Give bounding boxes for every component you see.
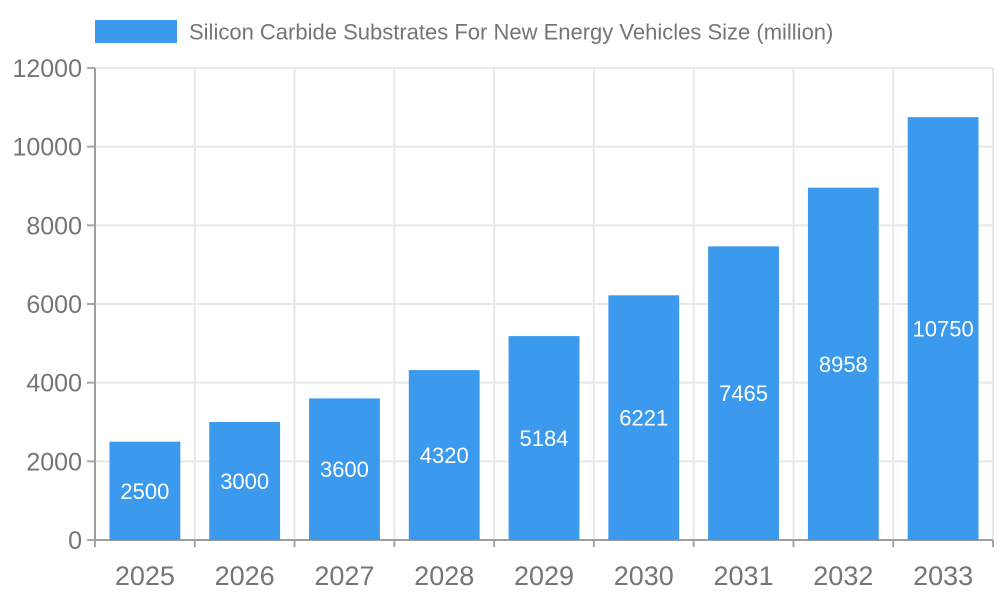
axis-labels: 0 2000 4000 6000 8000 10000 12000 2025 2026 2027 2… — [12, 55, 973, 591]
x-tick-label: 2031 — [714, 561, 774, 591]
bar-value-label: 4320 — [420, 443, 469, 468]
x-tick-label: 2029 — [514, 561, 574, 591]
bar-2031[interactable] — [708, 246, 779, 541]
bar-2025[interactable] — [109, 441, 181, 540]
bar-2033[interactable] — [907, 117, 979, 541]
x-tick-label: 2030 — [614, 561, 674, 591]
x-tick-label: 2033 — [913, 561, 973, 591]
bar-2028[interactable] — [408, 370, 480, 540]
bar-value-label: 2500 — [120, 479, 169, 504]
y-tick-label: 10000 — [12, 134, 82, 162]
y-tick-label: 12000 — [12, 55, 82, 83]
x-tick-label: 2025 — [115, 561, 175, 591]
bar-2030[interactable] — [608, 295, 680, 540]
x-tick-label: 2027 — [314, 561, 374, 591]
bar-value-label: 8958 — [819, 352, 868, 377]
legend[interactable]: Silicon Carbide Substrates For New Energ… — [95, 20, 833, 45]
bar-2032[interactable] — [807, 187, 879, 541]
x-tick-label: 2032 — [813, 561, 873, 591]
y-tick-label: 8000 — [26, 212, 82, 240]
bar-value-label: 3600 — [320, 457, 369, 482]
grid — [95, 67, 994, 540]
bar-2029[interactable] — [508, 336, 580, 540]
y-tick-label: 6000 — [26, 291, 82, 319]
y-tick-label: 4000 — [26, 370, 82, 398]
y-tick-label: 2000 — [26, 448, 82, 476]
bar-value-label: 5184 — [520, 426, 569, 451]
x-tick-label: 2026 — [215, 561, 275, 591]
legend-title: Silicon Carbide Substrates For New Energ… — [189, 20, 833, 45]
x-tick-label: 2028 — [414, 561, 474, 591]
bar-2027[interactable] — [309, 398, 380, 540]
bar-value-label: 7465 — [719, 381, 768, 406]
y-tick-label: 0 — [68, 527, 82, 555]
bar-value-label: 10750 — [913, 317, 974, 342]
bar-value-label: 6221 — [619, 406, 668, 431]
bar-series: 2500 3000 3600 4320 5184 6221 7465 8958 10750 — [109, 117, 979, 541]
bar-value-label: 3000 — [220, 469, 269, 494]
legend-swatch[interactable] — [95, 20, 177, 43]
bar-2026[interactable] — [209, 422, 281, 540]
